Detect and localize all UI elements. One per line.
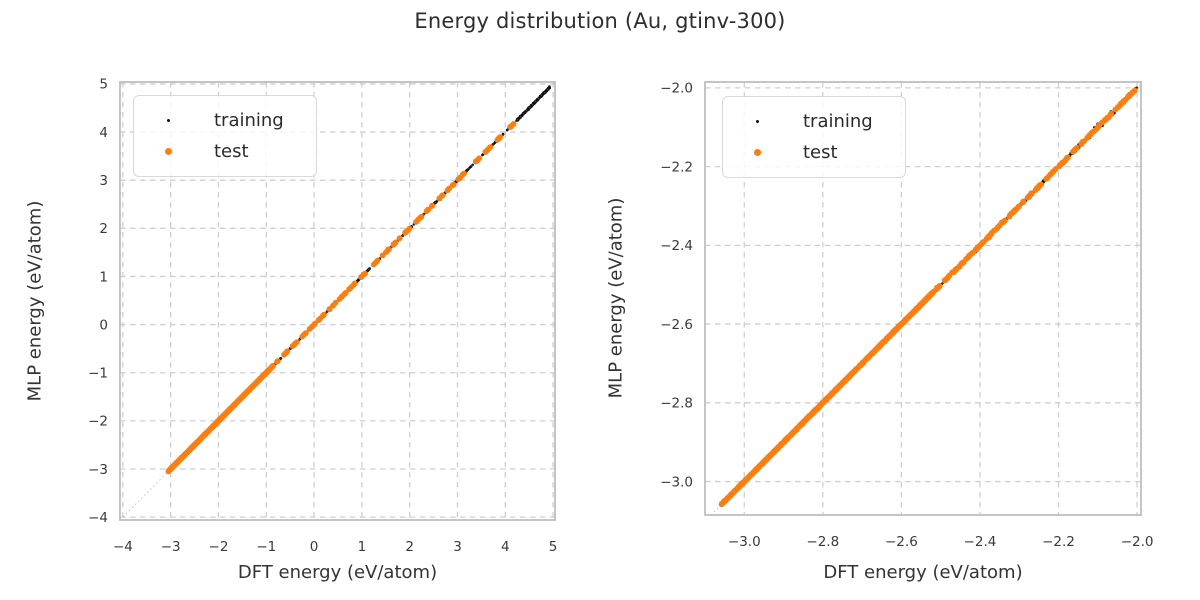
- y-tick-label: −2.6: [660, 317, 693, 333]
- legend-left: training test: [133, 95, 317, 177]
- x-axis-label-left: DFT energy (eV/atom): [237, 562, 438, 583]
- x-tick-label: −2.2: [1042, 534, 1075, 550]
- x-tick-label: −2.8: [806, 534, 839, 550]
- y-tick-label: 5: [99, 77, 108, 93]
- identity-line: [710, 83, 1141, 515]
- x-tick-label: −2: [209, 539, 229, 555]
- x-tick-label: −3: [161, 539, 181, 555]
- x-tick-label: −2.0: [1121, 534, 1154, 550]
- tick-labels: −4 −3 −2 −1 0 1 2 3 4 5 −4 −3 −2 −1 0 1 2 3 4 5: [88, 77, 557, 555]
- y-tick-label: −1: [88, 366, 108, 382]
- x-tick-label: −1: [256, 539, 276, 555]
- y-tick-label: 1: [99, 269, 108, 285]
- y-tick-label: −2: [88, 414, 108, 430]
- training-marker-icon: [166, 118, 170, 122]
- legend-item-test: test: [148, 141, 316, 162]
- legend-item-training: training: [737, 111, 905, 132]
- legend-label-training: training: [803, 110, 873, 132]
- legend-item-test: test: [737, 142, 905, 163]
- x-tick-label: 4: [501, 539, 510, 555]
- x-axis-label-right: DFT energy (eV/atom): [823, 562, 1023, 583]
- y-axis-label-left: MLP energy (eV/atom): [24, 200, 46, 402]
- x-tick-label: 3: [453, 539, 462, 555]
- y-tick-label: 4: [99, 125, 108, 141]
- x-tick-label: −3.0: [728, 534, 761, 550]
- x-tick-label: −2.4: [964, 534, 997, 550]
- test-marker-icon: [164, 148, 172, 156]
- y-tick-label: −2.2: [660, 159, 693, 175]
- x-tick-label: 5: [549, 539, 558, 555]
- tick-labels: −3.0 −2.8 −2.6 −2.4 −2.2 −2.0 −2.0 −2.2 −2.4 −2.6…: [660, 81, 1153, 550]
- y-axis-label-right: MLP energy (eV/atom): [605, 197, 627, 399]
- y-tick-label: −3.0: [660, 474, 693, 490]
- x-tick-label: −2.6: [885, 534, 918, 550]
- y-tick-label: −3: [88, 462, 108, 478]
- plot-spines: [704, 81, 1142, 516]
- legend-label-test: test: [803, 142, 838, 164]
- x-tick-label: 0: [310, 539, 319, 555]
- legend-label-training: training: [214, 109, 284, 131]
- x-tick-label: 1: [358, 539, 367, 555]
- legend-right: training test: [722, 96, 906, 178]
- x-tick-label: −4: [113, 539, 133, 555]
- figure-title: Energy distribution (Au, gtinv-300): [414, 9, 786, 33]
- y-tick-label: −2.8: [660, 396, 693, 412]
- y-tick-label: −4: [88, 510, 108, 526]
- legend-label-test: test: [214, 141, 249, 163]
- y-tick-label: 3: [99, 173, 108, 189]
- legend-item-training: training: [148, 110, 316, 131]
- y-tick-label: −2.0: [660, 81, 693, 97]
- y-tick-label: −2.4: [660, 238, 693, 254]
- test-marker-icon: [753, 149, 761, 157]
- x-tick-label: 2: [405, 539, 414, 555]
- plot-spines: [119, 81, 556, 521]
- y-tick-label: 0: [99, 317, 108, 333]
- y-tick-label: 2: [99, 221, 108, 237]
- training-marker-icon: [755, 119, 759, 123]
